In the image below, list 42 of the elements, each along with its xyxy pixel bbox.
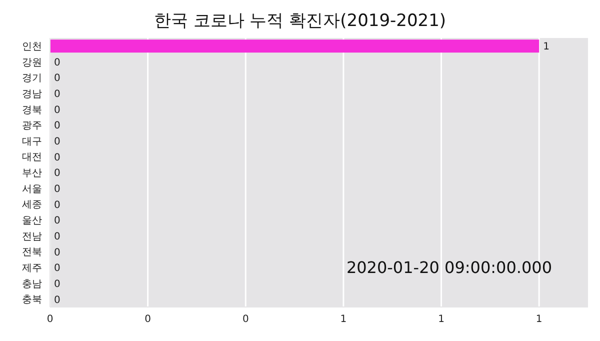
y-tick-label: 울산: [22, 216, 42, 227]
data-label: 0: [54, 152, 60, 164]
y-tick-label: 경북: [22, 104, 42, 116]
data-label: 0: [54, 136, 60, 148]
y-tick-label: 광주: [22, 120, 42, 132]
y-tick-label: 부산: [22, 168, 42, 180]
y-tick-label: 전북: [22, 247, 42, 258]
data-label: 0: [54, 216, 60, 227]
x-tick-label: 1: [536, 314, 542, 326]
data-label: 0: [54, 231, 60, 242]
x-tick-label: 0: [46, 314, 54, 326]
x-tick-label: 0: [242, 314, 249, 326]
data-label: 0: [54, 168, 60, 180]
data-label: 0: [54, 184, 60, 195]
data-label: 0: [54, 73, 60, 84]
data-label: 0: [54, 104, 60, 116]
data-label: 0: [54, 278, 60, 290]
y-tick-label: 충남: [22, 278, 42, 290]
data-label: 0: [54, 57, 60, 68]
chart-title: 한국 코로나 누적 확진자(2019-2021): [152, 10, 448, 33]
data-label: 0: [54, 263, 60, 274]
y-tick-label: 대전: [22, 152, 42, 164]
y-tick-label: 세종: [22, 200, 42, 211]
y-tick-label: 인천: [22, 41, 42, 52]
data-label: 0: [54, 247, 60, 258]
y-tick-label: 충북: [22, 294, 42, 306]
x-tick-label: 1: [340, 314, 347, 326]
x-tick-label: 1: [438, 314, 444, 326]
y-tick-label: 경남: [22, 88, 42, 100]
y-tick-label: 제주: [22, 262, 42, 274]
y-tick-label: 서울: [22, 184, 42, 195]
data-label: 0: [54, 89, 60, 100]
y-tick-label: 대구: [22, 136, 42, 148]
annotation: 2020-01-20 09:00:00.000: [346, 258, 552, 277]
data-label: 0: [54, 200, 60, 211]
data-label: 0: [54, 120, 60, 132]
data-label: 1: [543, 42, 550, 53]
y-tick-label: 경기: [22, 73, 42, 84]
y-tick-label: 강원: [22, 57, 42, 68]
x-tick-label: 0: [144, 314, 152, 326]
data-label: 0: [54, 294, 60, 306]
y-tick-label: 전남: [22, 231, 42, 242]
